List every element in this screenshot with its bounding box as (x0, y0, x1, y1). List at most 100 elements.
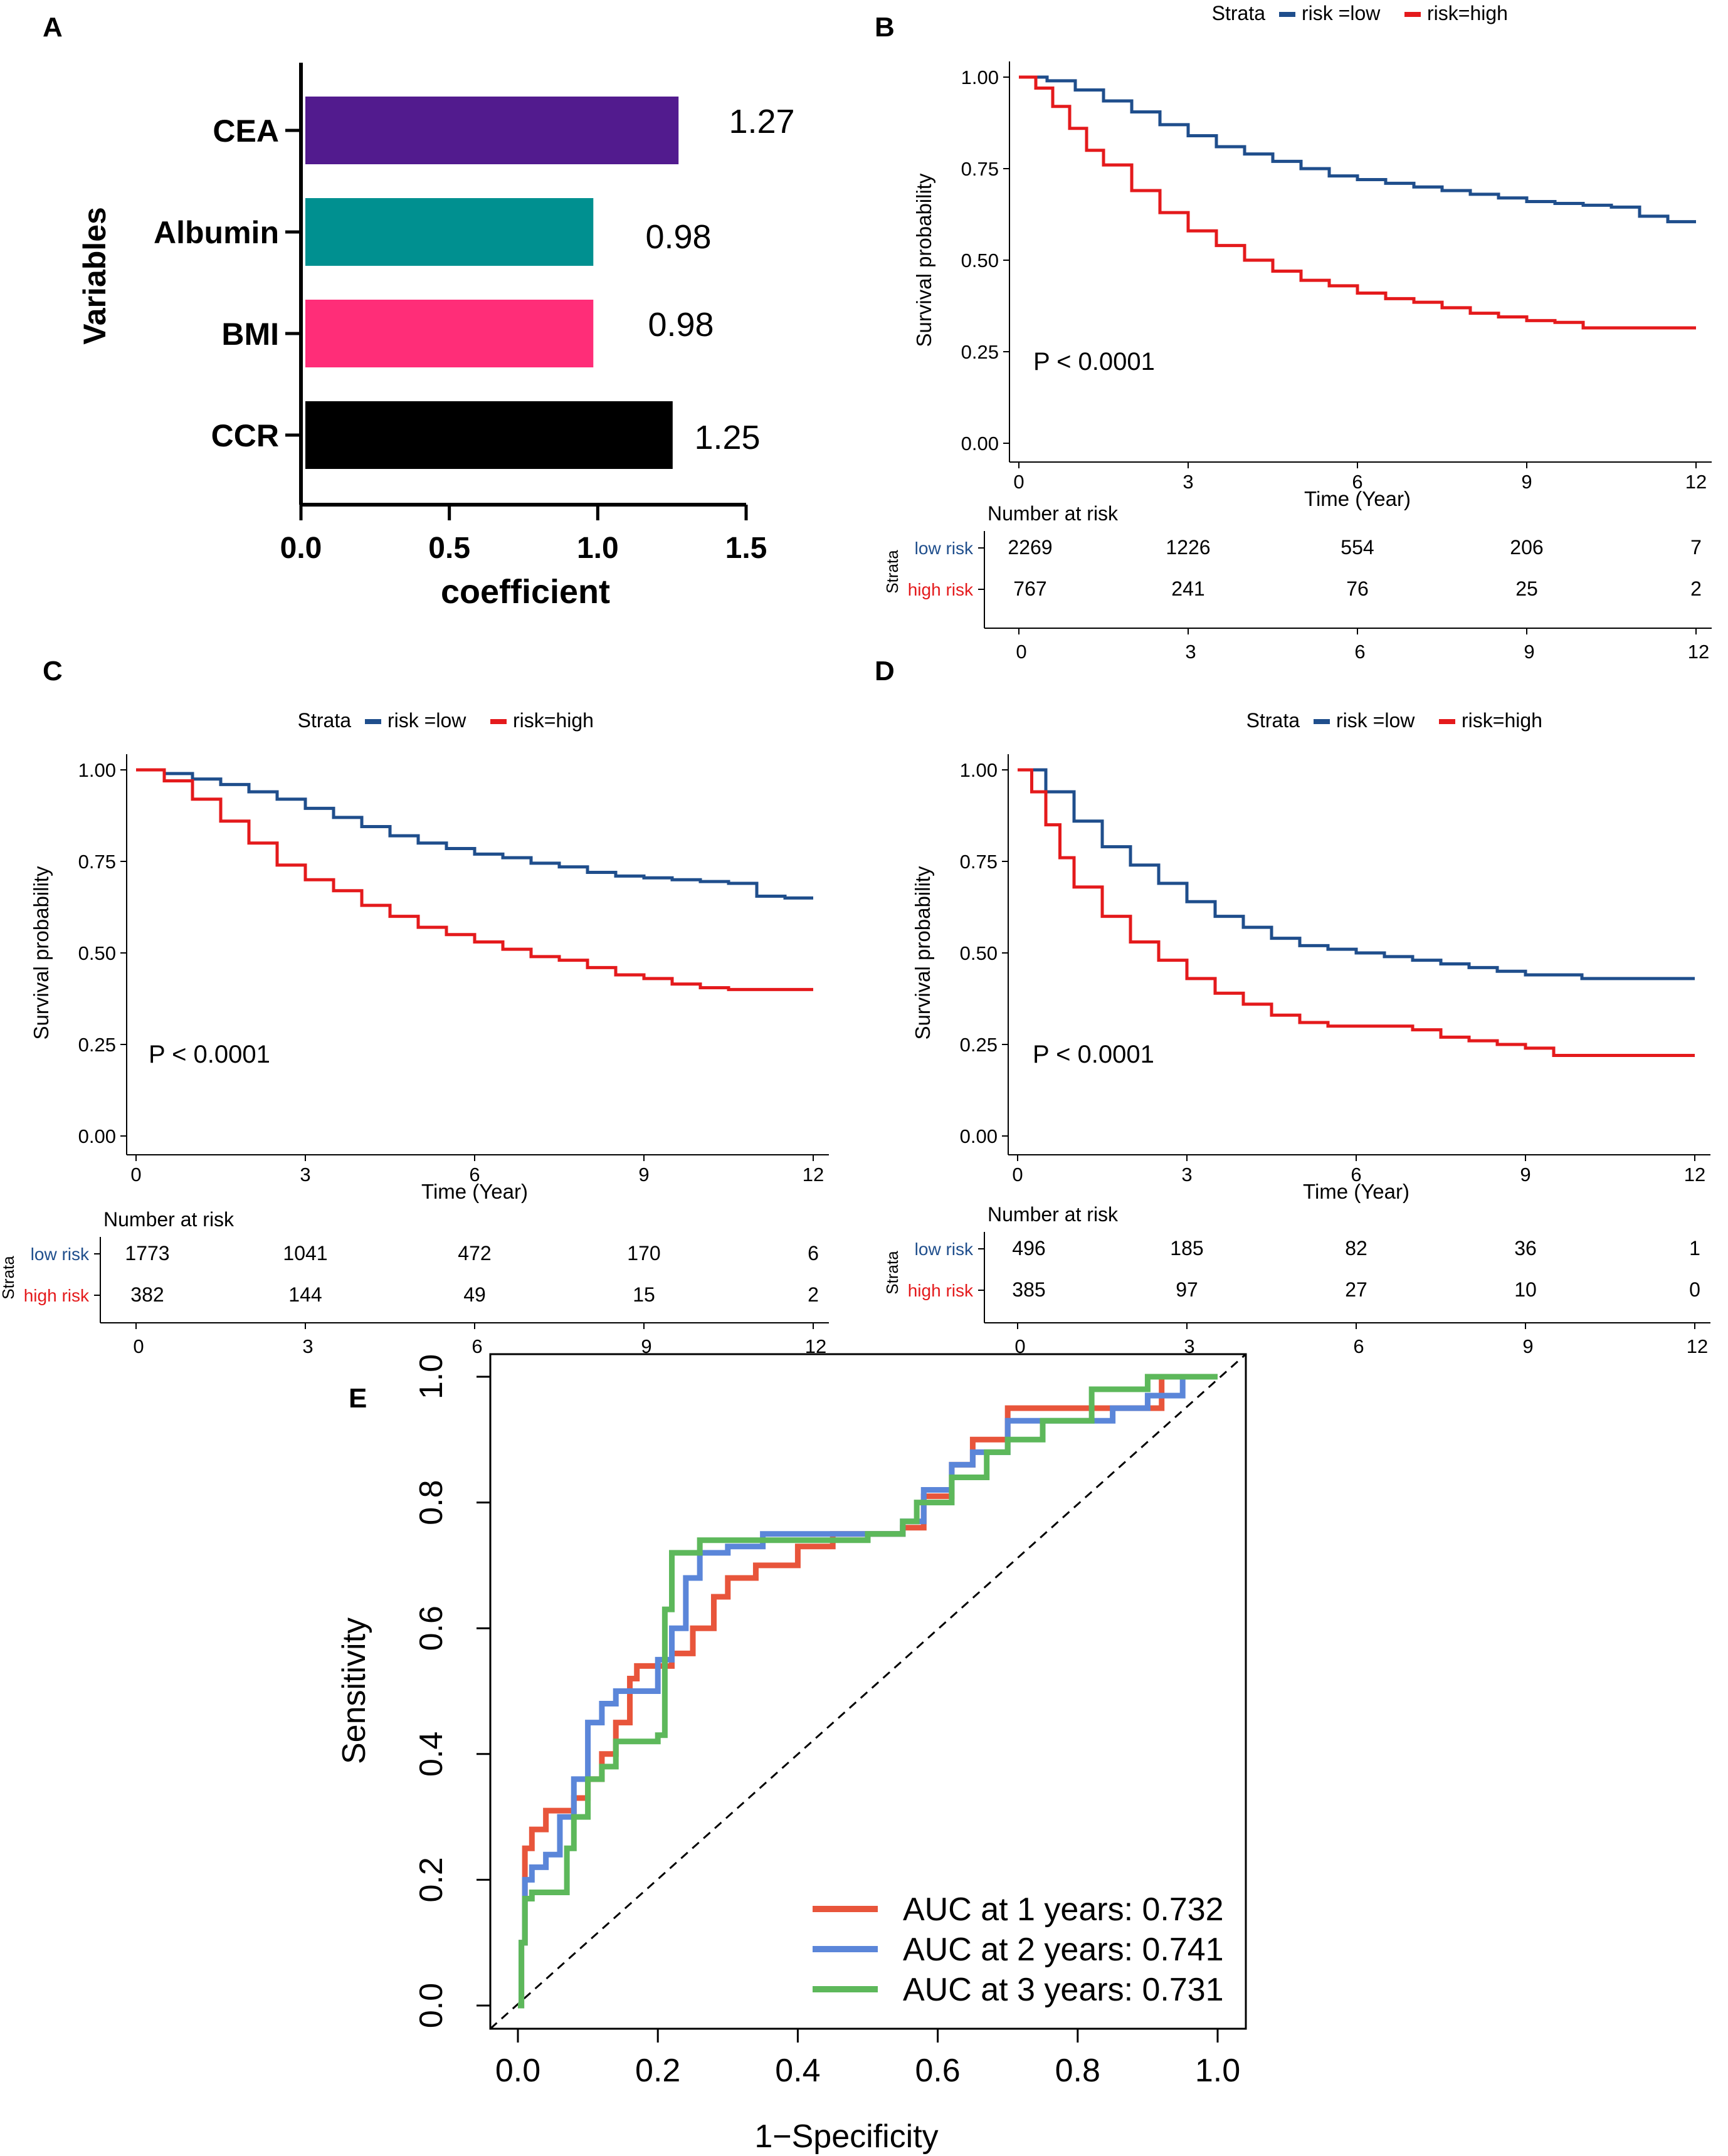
panel-c-km-plot: Strata risk =low risk=high 0.00 0.25 0.50 0.75… (0, 709, 829, 1357)
bar-albumin (305, 198, 594, 266)
x-tick-label: 0.0 (495, 2053, 540, 2089)
y-tick-label-cea: CEA (213, 113, 279, 149)
risk-count: 6 (808, 1242, 819, 1265)
y-tick-label: 0.25 (78, 1034, 116, 1056)
risk-x-tick-label: 9 (1524, 641, 1534, 663)
roc-legend-label-3: AUC at 3 years: 0.731 (903, 1972, 1224, 2008)
x-tick-label: 0 (1012, 1164, 1023, 1186)
x-axis-label: Time (Year) (1304, 487, 1411, 510)
risk-table-strata-label: Strata (883, 1251, 902, 1295)
km-curve-high-risk (1018, 768, 1695, 1058)
risk-count: 0 (1689, 1278, 1700, 1301)
y-tick-label: 0.00 (78, 1125, 116, 1147)
legend-swatch-high (490, 719, 507, 724)
risk-count: 185 (1170, 1237, 1203, 1259)
risk-row-label-high: high risk (908, 580, 974, 599)
risk-table-strata-label: Strata (883, 550, 902, 594)
risk-x-tick-label: 6 (1354, 641, 1365, 663)
y-tick-label: 0.50 (78, 942, 116, 964)
risk-row-label-low: low risk (915, 1239, 974, 1259)
bar-value-label: 1.25 (694, 419, 760, 456)
roc-y-axis-label: Sensitivity (336, 1617, 372, 1764)
y-tick-label: 1.00 (961, 66, 999, 88)
y-tick-label: 0.25 (961, 341, 999, 363)
risk-count: 2 (1690, 577, 1702, 600)
km-curve-high-risk (1019, 75, 1696, 330)
y-axis-label: Survival probability (912, 173, 935, 347)
legend-label-high: risk=high (1427, 2, 1508, 24)
risk-count: 7 (1690, 536, 1702, 559)
x-tick-label: 3 (300, 1164, 310, 1186)
risk-x-tick-label: 6 (1353, 1335, 1364, 1357)
y-axis-label: Survival probability (911, 866, 934, 1039)
y-tick-label-ccr: CCR (211, 418, 279, 453)
roc-x-axis-label: 1−Specificity (754, 2118, 938, 2155)
risk-row-label-high: high risk (24, 1286, 90, 1305)
risk-count: 1226 (1166, 536, 1210, 559)
risk-count: 1 (1689, 1237, 1700, 1259)
x-tick-label: 1.0 (577, 532, 619, 565)
risk-count: 382 (130, 1283, 164, 1306)
x-axis-label: Time (Year) (421, 1180, 528, 1203)
y-tick-label: 0.75 (961, 158, 999, 180)
legend-label-low: risk =low (1302, 2, 1381, 24)
panel-e: E 0.0 0.2 0.4 0.6 0.8 1.0 0.0 0.2 0.4 0.6 0.8 1.0 1−… (336, 1353, 1247, 2155)
bar-bmi (305, 300, 594, 367)
panel-b-letter: B (875, 12, 895, 43)
panel-c: C Strata risk =low risk=high 0.00 0.25 0.50 0.… (0, 656, 829, 1357)
legend-title: Strata (298, 709, 352, 732)
x-tick-label: 3 (1183, 471, 1193, 493)
x-tick-label: 3 (1181, 1164, 1192, 1186)
risk-row-label-low: low risk (915, 539, 974, 558)
risk-count: 10 (1514, 1278, 1537, 1301)
risk-count: 1773 (125, 1242, 169, 1265)
panel-c-letter: C (43, 656, 63, 686)
risk-x-tick-label: 3 (302, 1335, 313, 1357)
risk-row-label-high: high risk (908, 1281, 974, 1300)
y-tick-label: 0.50 (960, 942, 998, 964)
roc-reference-diagonal (490, 1353, 1246, 2030)
risk-count: 1041 (283, 1242, 327, 1265)
panel-b: B Strata risk =low risk=high 0.00 0.25 0.50 0.… (875, 2, 1712, 663)
y-tick-label: 0.50 (961, 250, 999, 271)
legend-swatch-low (1314, 719, 1330, 724)
x-tick-label: 0 (130, 1164, 141, 1186)
legend-swatch-low (1279, 12, 1295, 17)
risk-table-title: Number at risk (988, 502, 1119, 525)
roc-legend-label-1: AUC at 1 years: 0.732 (903, 1891, 1224, 1928)
y-tick-label: 0.75 (78, 851, 116, 873)
risk-x-tick-label: 9 (1522, 1335, 1533, 1357)
km-curve-low-risk (1019, 75, 1696, 224)
risk-x-tick-label: 0 (1016, 641, 1026, 663)
x-tick-label: 0.2 (635, 2053, 680, 2089)
risk-x-tick-label: 3 (1184, 1335, 1194, 1357)
y-tick-label: 0.0 (413, 1983, 450, 2028)
x-tick-label: 0.8 (1055, 2053, 1100, 2089)
y-axis-label: Survival probability (29, 866, 53, 1039)
y-tick-label: 0.8 (413, 1480, 450, 1525)
panel-a-x-ticks: 0.0 0.5 1.0 1.5 (280, 505, 767, 565)
legend-label-low: risk =low (1336, 709, 1415, 732)
risk-count: 97 (1176, 1278, 1198, 1301)
risk-x-tick-label: 0 (1014, 1335, 1025, 1357)
legend-swatch-low (365, 719, 381, 724)
km-curve-low-risk (136, 768, 813, 900)
y-tick-label: 1.00 (960, 759, 998, 781)
risk-table-title: Number at risk (103, 1208, 234, 1231)
x-tick-label: 0.6 (915, 2053, 960, 2089)
legend-label-low: risk =low (387, 709, 466, 732)
x-tick-label: 12 (1684, 1164, 1705, 1186)
panel-a-letter: A (43, 12, 63, 43)
risk-count: 241 (1171, 577, 1204, 600)
risk-x-tick-label: 0 (133, 1335, 144, 1357)
p-value: P < 0.0001 (1033, 348, 1155, 376)
legend-label-high: risk=high (513, 709, 594, 732)
risk-count: 496 (1012, 1237, 1045, 1259)
panel-e-roc-plot: 0.0 0.2 0.4 0.6 0.8 1.0 0.0 0.2 0.4 0.6 0.8 1.0 1−Sp… (336, 1353, 1247, 2155)
legend-title: Strata (1212, 2, 1266, 24)
risk-count: 206 (1510, 536, 1543, 559)
x-tick-label: 6 (469, 1164, 480, 1186)
x-axis-label: Time (Year) (1303, 1180, 1409, 1203)
